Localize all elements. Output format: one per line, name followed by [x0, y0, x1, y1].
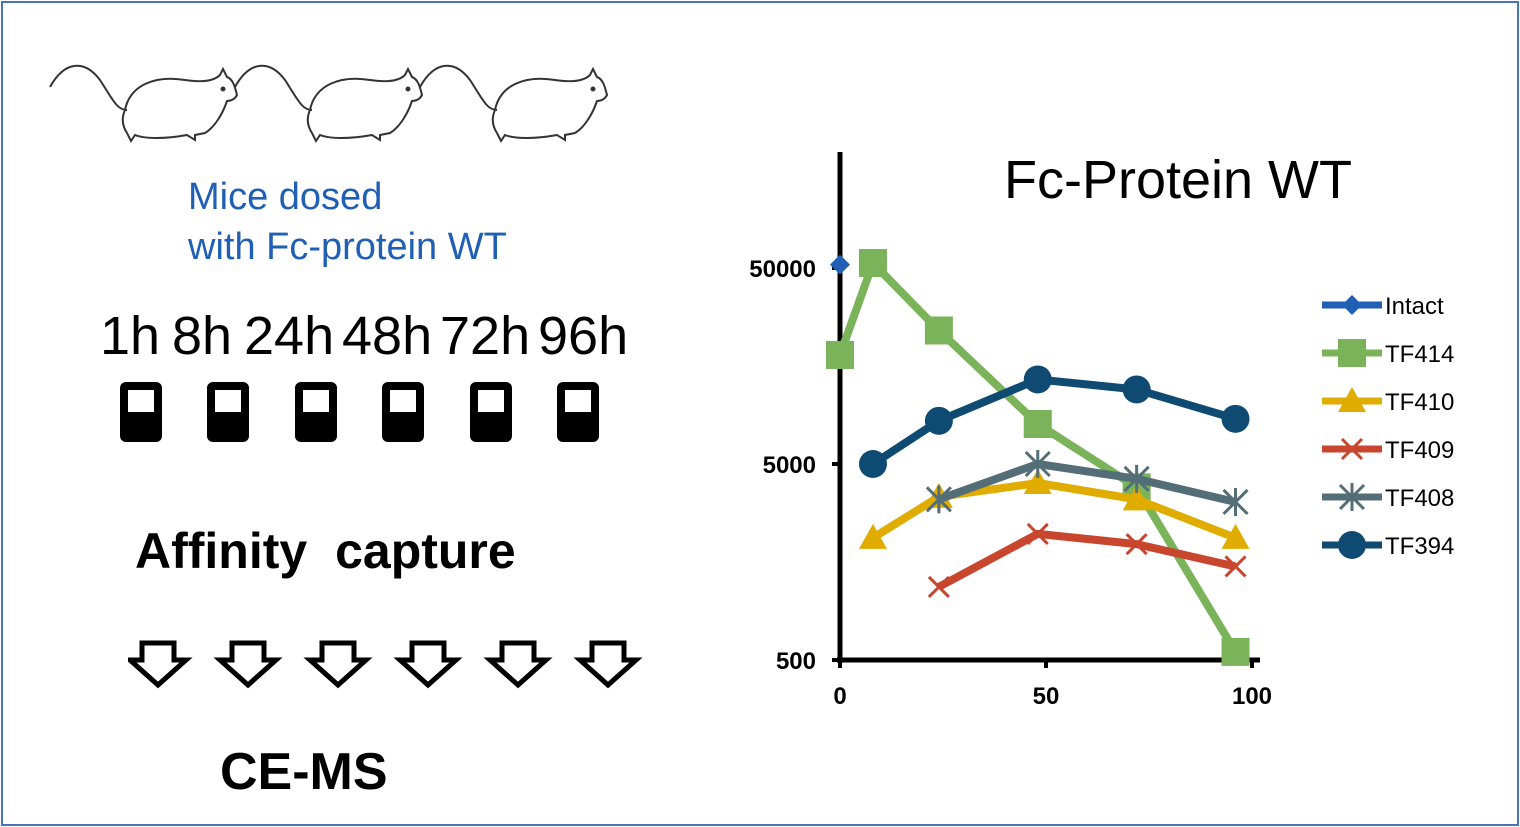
data-point-tf410 [1221, 523, 1250, 549]
mice-caption-line1: Mice dosed [188, 176, 383, 218]
legend-label-tf410: TF410 [1385, 389, 1454, 416]
data-point-tf414 [1221, 637, 1250, 666]
legend-marker-tf409 [1340, 437, 1364, 461]
series-line-tf409 [936, 529, 1237, 591]
chart-title: Fc-Protein WT [1004, 150, 1352, 210]
data-point-intact [830, 254, 850, 275]
data-point-tf408 [1123, 464, 1150, 493]
legend-label-tf408: TF408 [1385, 485, 1454, 512]
data-point-tf414 [858, 249, 887, 278]
y-tick-label: 50000 [749, 256, 816, 283]
data-point-tf408 [1024, 450, 1051, 478]
series-line-tf408 [937, 460, 1237, 506]
series-line-tf414 [836, 259, 1239, 654]
data-point-tf409 [1224, 555, 1247, 578]
data-point-tf394 [1221, 404, 1250, 433]
timepoint-label: 1h [100, 306, 161, 366]
timepoint-label: 48h [342, 306, 433, 366]
mice-caption-line2: with Fc-protein WT [188, 226, 507, 268]
timepoint-label: 96h [538, 306, 629, 366]
legend-marker-tf410 [1338, 387, 1366, 412]
x-tick-label: 50 [1033, 683, 1060, 710]
timepoint-label: 8h [172, 306, 233, 366]
data-point-tf414 [826, 340, 854, 369]
data-point-tf410 [858, 523, 887, 549]
data-point-tf414 [1023, 409, 1052, 438]
timepoint-label: 24h [244, 306, 335, 366]
legend-marker-tf414 [1338, 339, 1366, 367]
data-point-tf394 [1122, 375, 1151, 404]
legend-label-tf409: TF409 [1385, 437, 1454, 464]
legend-marker-tf394 [1338, 531, 1366, 559]
mice-caption: Mice dosed with Fc-protein WT [188, 172, 507, 272]
timepoint-labels: 1h 8h 24h 48h 72h 96h [100, 305, 636, 367]
data-point-tf408 [925, 485, 952, 514]
ce-ms-label: CE-MS [220, 743, 388, 801]
down-arrows [128, 640, 648, 689]
timepoint-label: 72h [440, 306, 531, 366]
data-point-tf414 [924, 316, 953, 345]
legend-label-intact: Intact [1385, 293, 1444, 320]
legend-label-tf394: TF394 [1385, 533, 1454, 560]
data-point-tf394 [924, 406, 953, 435]
y-tick-label: 500 [776, 648, 816, 675]
data-point-tf408 [1222, 487, 1249, 516]
data-point-tf410 [1023, 468, 1052, 494]
data-point-tf394 [858, 450, 887, 478]
mice-illustration [49, 64, 608, 143]
legend-label-tf414: TF414 [1385, 341, 1454, 368]
sample-tubes [120, 382, 599, 442]
y-tick-label: 5000 [763, 452, 816, 479]
x-tick-label: 100 [1232, 683, 1272, 710]
affinity-capture-label: Affinity capture [135, 523, 516, 579]
legend-marker-intact [1342, 295, 1362, 315]
data-point-tf409 [927, 575, 950, 598]
data-point-tf409 [1125, 533, 1148, 556]
data-point-tf410 [1122, 485, 1151, 511]
data-point-tf394 [1023, 365, 1052, 394]
data-point-tf409 [1026, 522, 1049, 545]
x-tick-label: 0 [833, 683, 846, 710]
legend-marker-tf408 [1338, 483, 1366, 511]
